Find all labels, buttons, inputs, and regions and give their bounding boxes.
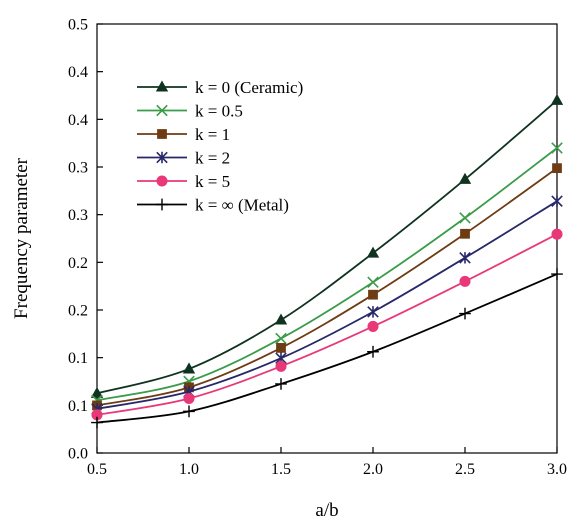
x-tick-label: 2.0 (363, 461, 383, 478)
data-point (182, 362, 196, 374)
legend-label: k = 0 (Ceramic) (195, 78, 303, 97)
y-axis-title: Frequency parameter (11, 157, 32, 319)
legend-entry-5: k = ∞ (Metal) (137, 196, 289, 215)
data-point (367, 306, 379, 318)
legend-marker (155, 80, 169, 92)
data-point (368, 289, 378, 300)
y-tick-label: 0.1 (68, 350, 88, 367)
data-point (550, 93, 564, 105)
data-point (275, 332, 287, 345)
data-point (459, 252, 471, 264)
x-tick-label: 1.0 (179, 461, 199, 478)
y-tick-label: 0.5 (68, 17, 88, 34)
data-point (276, 343, 286, 353)
data-point (274, 313, 288, 325)
data-point (552, 163, 562, 174)
data-point (458, 172, 472, 184)
legend-label: k = 2 (195, 149, 230, 168)
data-point (275, 360, 287, 372)
legend-marker (156, 151, 168, 164)
x-axis-title: a/b (315, 500, 338, 521)
legend-marker (156, 175, 168, 187)
data-point (551, 268, 563, 280)
legend-marker (156, 104, 168, 117)
data-point (459, 212, 471, 224)
data-point (91, 409, 103, 421)
data-point (183, 392, 195, 405)
series-line (96, 273, 558, 424)
series-line (96, 147, 558, 402)
y-tick-label: 0.4 (68, 112, 88, 129)
legend-label: k = ∞ (Metal) (195, 196, 289, 215)
legend-label: k = 1 (195, 125, 230, 144)
axes: 0.0 0.1 0.1 0.2 0.2 0.3 0.3 0.4 0.4 0.5 0.5 1.0 1.5 2… (11, 17, 567, 522)
legend-entry-0: k = 0 (Ceramic) (137, 78, 303, 97)
data-point (275, 378, 287, 390)
x-tick-label: 3.0 (547, 461, 567, 478)
data-point (459, 275, 471, 287)
data-point (366, 246, 380, 258)
series-0 (90, 93, 564, 398)
data-point (551, 142, 563, 154)
y-tick-label: 0.0 (68, 446, 88, 463)
x-tick-label: 0.5 (87, 461, 107, 478)
legend-entry-1: k = 0.5 (137, 102, 243, 121)
data-point (460, 228, 470, 239)
y-tick-label: 0.1 (68, 398, 88, 415)
data-point (551, 228, 563, 240)
data-point (367, 320, 379, 332)
data-point (90, 386, 104, 398)
y-tick-label: 0.2 (68, 255, 88, 272)
series-1 (91, 142, 563, 406)
legend-entry-3: k = 2 (137, 149, 230, 168)
data-point (91, 416, 103, 429)
y-tick-label: 0.3 (68, 207, 88, 224)
x-tick-label: 2.5 (455, 461, 475, 478)
series-5 (91, 268, 563, 429)
series-line (96, 99, 558, 395)
data-point (183, 405, 195, 418)
legend: k = 0 (Ceramic) k = 0.5 k = 1 k = 2 k = 5 k =… (137, 78, 303, 215)
data-point (459, 307, 471, 320)
legend-label: k = 5 (195, 172, 230, 191)
series-line (96, 200, 558, 410)
legend-marker (156, 198, 168, 211)
series-3 (91, 195, 563, 415)
data-point (551, 195, 563, 207)
y-tick-label: 0.4 (68, 64, 88, 81)
y-tick-label: 0.3 (68, 160, 88, 177)
data-point (367, 276, 379, 289)
legend-marker (157, 129, 167, 139)
series-layer (90, 93, 564, 429)
legend-entry-2: k = 1 (137, 125, 230, 144)
y-tick-label: 0.2 (68, 303, 88, 320)
data-point (367, 345, 379, 358)
legend-entry-4: k = 5 (137, 172, 230, 191)
x-tick-label: 1.5 (271, 461, 291, 478)
series-4 (91, 228, 563, 421)
legend-label: k = 0.5 (195, 102, 243, 121)
